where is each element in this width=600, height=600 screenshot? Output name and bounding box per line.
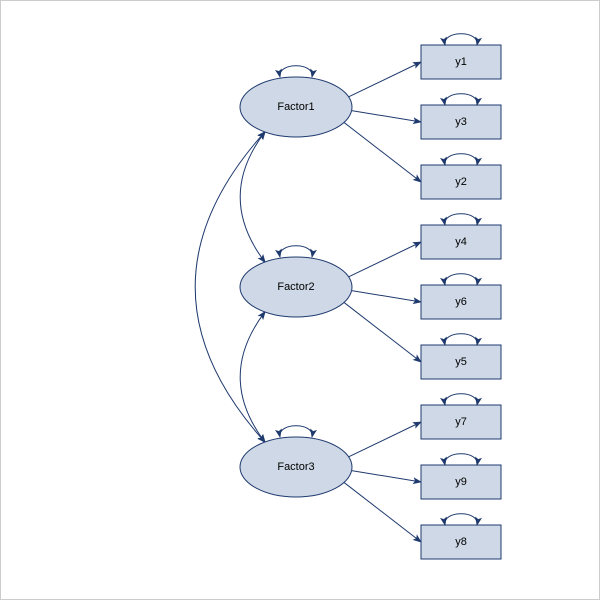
indicator-y4: y4 [421, 214, 501, 259]
factor-label-Factor2: Factor2 [277, 281, 314, 293]
indicator-label-y5: y5 [455, 356, 467, 368]
factor-Factor3: Factor3 [240, 426, 352, 497]
error-loop-y6 [445, 274, 477, 285]
factor-Factor1: Factor1 [240, 66, 352, 137]
error-loop-y1 [445, 34, 477, 45]
error-loop-y2 [445, 154, 477, 165]
error-loop-y4 [445, 214, 477, 225]
indicator-y2: y2 [421, 154, 501, 199]
covariance-Factor2-Factor3 [240, 312, 265, 443]
sem-path-diagram: Factor1 Factor2 Factor3 y1 y3 y2 y4 y6 y5 y7 y9 y8 [0, 0, 600, 600]
indicator-y5: y5 [421, 334, 501, 379]
indicator-label-y9: y9 [455, 476, 467, 488]
loading-Factor3-y9 [352, 471, 421, 482]
indicator-y7: y7 [421, 394, 501, 439]
error-loop-y3 [445, 94, 477, 105]
loading-Factor2-y6 [352, 291, 421, 302]
indicator-label-y4: y4 [455, 236, 467, 248]
indicator-label-y3: y3 [455, 116, 467, 128]
loading-Factor3-y7 [349, 422, 421, 457]
indicator-label-y8: y8 [455, 536, 467, 548]
error-loop-y5 [445, 334, 477, 345]
indicator-label-y2: y2 [455, 176, 467, 188]
error-loop-y7 [445, 394, 477, 405]
variance-loop-Factor1 [280, 66, 312, 77]
indicator-y6: y6 [421, 274, 501, 319]
indicator-label-y6: y6 [455, 296, 467, 308]
variance-loop-Factor3 [280, 426, 312, 437]
covariance-Factor1-Factor2 [240, 132, 265, 263]
loading-Factor2-y4 [349, 242, 421, 277]
loading-Factor1-y2 [344, 122, 421, 182]
indicator-y3: y3 [421, 94, 501, 139]
indicator-y9: y9 [421, 454, 501, 499]
loading-Factor3-y8 [344, 482, 421, 542]
error-loop-y8 [445, 514, 477, 525]
error-loop-y9 [445, 454, 477, 465]
loading-Factor1-y1 [349, 62, 421, 97]
indicator-y8: y8 [421, 514, 501, 559]
nodes-layer: Factor1 Factor2 Factor3 y1 y3 y2 y4 y6 y5 y7 y9 y8 [240, 34, 501, 559]
variance-loop-Factor2 [280, 246, 312, 257]
loading-Factor1-y3 [352, 111, 421, 122]
factor-Factor2: Factor2 [240, 246, 352, 317]
indicator-y1: y1 [421, 34, 501, 79]
indicator-label-y1: y1 [455, 56, 467, 68]
loading-Factor2-y5 [344, 302, 421, 362]
factor-label-Factor3: Factor3 [277, 461, 314, 473]
indicator-label-y7: y7 [455, 416, 467, 428]
factor-label-Factor1: Factor1 [277, 101, 314, 113]
